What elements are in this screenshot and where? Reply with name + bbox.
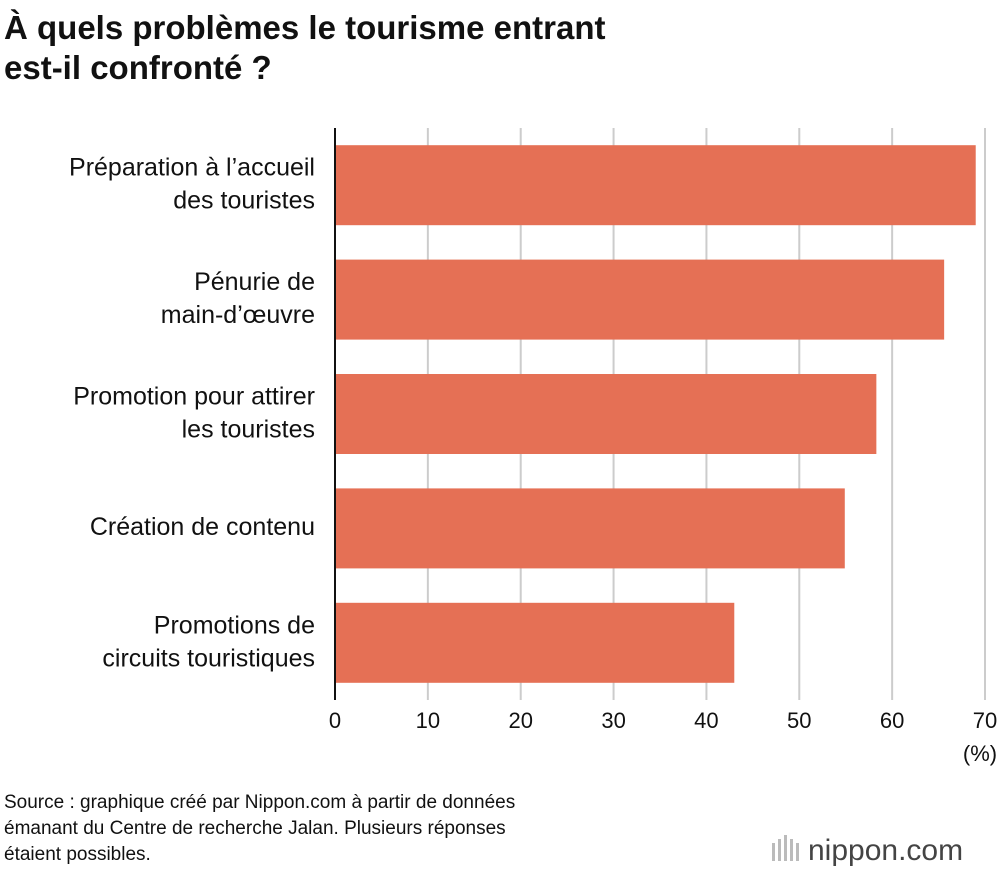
bar [335,488,845,569]
x-unit: (%) [963,741,997,766]
source-note: Source : graphique créé par Nippon.com à… [4,792,515,865]
bar [335,374,877,454]
y-tick-label: Pénurie de main-d’œuvre [161,268,315,329]
x-tick-label: 20 [508,708,532,733]
y-tick-label: Promotion pour attirer les touristes [73,382,315,443]
chart-title: À quels problèmes le tourisme entrant est… [4,9,605,86]
x-tick-label: 60 [880,708,904,733]
y-tick-label: Préparation à l’accueil des touristes [69,153,315,214]
y-tick-label: Promotions de circuits touristiques [102,611,315,672]
logo-icon [772,835,799,861]
bar [335,145,976,226]
x-tick-label: 10 [416,708,440,733]
x-tick-label: 30 [601,708,625,733]
y-tick-label: Création de contenu [90,513,315,541]
x-tick-label: 50 [787,708,811,733]
x-tick-label: 40 [694,708,718,733]
x-tick-label: 70 [973,708,997,733]
bar [335,602,735,683]
bar [335,259,945,340]
x-tick-label: 0 [329,708,341,733]
logo: nippon.com [808,834,963,867]
